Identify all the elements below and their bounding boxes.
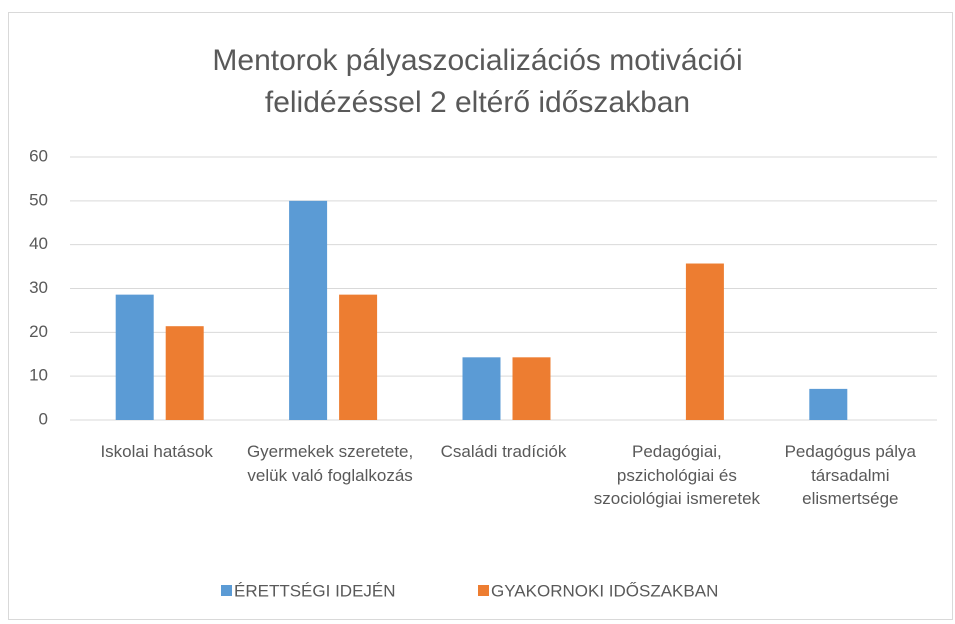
y-tick-label: 20 — [29, 322, 48, 341]
y-tick-label: 50 — [29, 190, 48, 209]
bar — [115, 294, 154, 420]
bar — [512, 357, 551, 420]
y-tick-label: 40 — [29, 234, 48, 253]
legend-label: ÉRETTSÉGI IDEJÉN — [234, 581, 396, 600]
y-tick-label: 30 — [29, 278, 48, 297]
legend-swatch — [478, 585, 489, 596]
bar — [809, 388, 848, 420]
bar — [339, 294, 378, 420]
bar — [462, 357, 501, 420]
y-tick-label: 10 — [29, 366, 48, 385]
x-tick-label: Pedagógus pálya társadalmi elismertsége — [784, 442, 916, 508]
chart-title: Mentorok pályaszocializációs motivációi … — [212, 44, 743, 119]
bar — [685, 263, 724, 420]
y-tick-label: 60 — [29, 146, 48, 165]
y-tick-label: 0 — [39, 409, 48, 428]
legend-label: GYAKORNOKI IDŐSZAKBAN — [491, 581, 718, 600]
x-tick-label: Gyermekek szeretete, velük való foglalko… — [246, 442, 414, 485]
x-tick-label: Pedagógiai, pszichológiai és szociológia… — [593, 442, 761, 508]
chart-border — [8, 12, 953, 620]
bar — [289, 200, 328, 420]
legend-swatch — [221, 585, 232, 596]
x-tick-label: Családi tradíciók — [440, 442, 567, 461]
x-tick-label: Iskolai hatások — [100, 442, 213, 461]
bar — [165, 326, 204, 420]
